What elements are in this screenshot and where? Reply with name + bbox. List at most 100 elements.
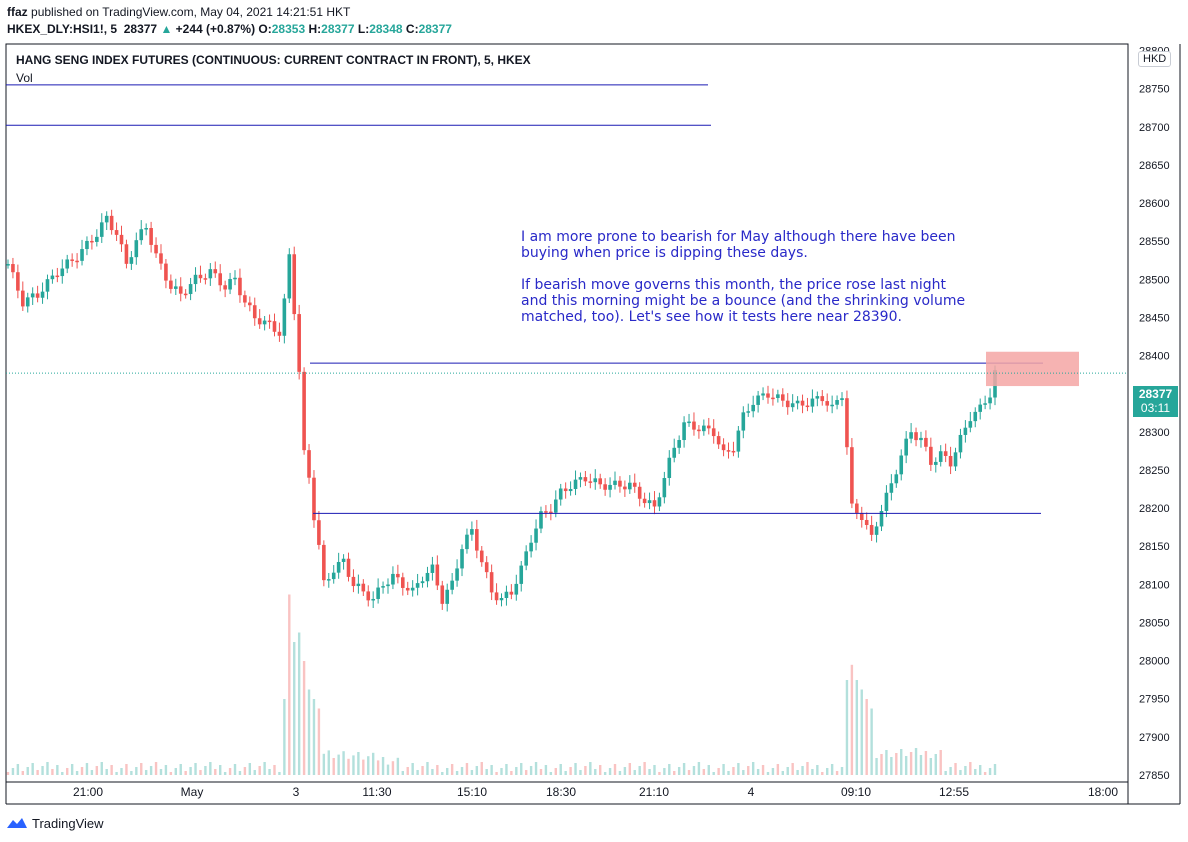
candle-body — [450, 580, 454, 590]
volume-bar — [964, 766, 967, 775]
volume-bar — [144, 770, 148, 775]
volume-bar — [756, 769, 760, 775]
y-tick-label: 28250 — [1139, 465, 1170, 477]
volume-bar — [796, 770, 799, 775]
volume-bar — [140, 763, 143, 775]
candle-body — [929, 446, 933, 465]
candle-body — [50, 275, 55, 280]
candle-body — [173, 286, 178, 289]
y-tick-label: 28150 — [1139, 541, 1170, 553]
volume-bar — [687, 770, 691, 775]
volume-bar — [273, 765, 276, 775]
volume-bar — [707, 765, 710, 775]
volume-bar — [653, 765, 656, 775]
volume-bar — [21, 771, 25, 775]
candle-body — [396, 573, 400, 578]
footer-brand[interactable]: TradingView — [6, 815, 104, 831]
volume-bar — [465, 763, 469, 775]
volume-bar — [751, 762, 755, 775]
candle-body — [721, 444, 726, 451]
volume-bar — [919, 755, 923, 775]
candle-body — [297, 314, 301, 372]
volume-bar — [248, 763, 252, 775]
volume-bar — [643, 762, 646, 775]
candle-body — [178, 286, 183, 294]
volume-bar — [332, 758, 335, 775]
candle-body — [835, 400, 839, 405]
candle-body — [25, 297, 30, 307]
candle-body — [558, 488, 563, 500]
candle-body — [248, 302, 252, 306]
volume-bar — [357, 752, 360, 775]
volume-bar — [214, 769, 217, 775]
volume-bar — [855, 680, 859, 775]
volume-bar — [46, 762, 49, 775]
candle-body — [662, 478, 667, 498]
candle-body — [336, 561, 341, 573]
open-value: 28353 — [271, 22, 306, 36]
volume-bar — [524, 770, 528, 775]
volume-bar — [268, 769, 271, 775]
candle-body — [85, 240, 89, 250]
volume-bar — [594, 769, 597, 775]
candle-body — [65, 259, 70, 269]
candle-body — [706, 425, 711, 429]
candle-body — [238, 277, 242, 296]
candle-body — [667, 457, 672, 479]
candle-body — [563, 488, 568, 492]
candle-body — [933, 461, 938, 465]
volume-bar — [978, 765, 982, 775]
volume-bar — [31, 763, 34, 775]
candle-body — [578, 477, 583, 480]
volume-bar — [26, 767, 29, 775]
high-label: H: — [308, 22, 322, 36]
candle-body — [963, 427, 968, 435]
x-tick-label: 4 — [748, 785, 755, 799]
candle-body — [252, 305, 257, 319]
candle-body — [884, 492, 889, 512]
candle-body — [978, 404, 982, 412]
candle-body — [924, 437, 928, 447]
candle-body — [460, 549, 464, 569]
volume-bar — [865, 699, 868, 775]
candle-body — [499, 598, 504, 601]
annotation-paragraph-2: If bearish move governs this month, the … — [521, 277, 966, 325]
candle-body — [800, 400, 805, 406]
candle-body — [425, 572, 430, 582]
candle-body — [356, 583, 361, 587]
volume-bar — [278, 772, 281, 775]
volume-bar — [771, 768, 775, 775]
volume-bar — [717, 768, 720, 775]
volume-bar — [204, 766, 207, 775]
volume-bar — [747, 766, 750, 775]
candle-body — [307, 450, 311, 478]
volume-bar — [974, 769, 977, 775]
volume-bar — [396, 757, 400, 775]
volume-bar — [460, 767, 464, 775]
candle-body — [568, 488, 573, 492]
currency-button[interactable]: HKD — [1138, 51, 1172, 67]
candle-body — [549, 511, 553, 514]
volume-bar — [900, 749, 903, 775]
candle-body — [859, 512, 864, 520]
volume-bar — [426, 762, 429, 775]
candle-body — [484, 562, 489, 573]
candle-body — [440, 585, 445, 604]
candle-body — [312, 477, 316, 521]
volume-bar — [105, 769, 108, 775]
volume-label: Vol — [16, 71, 33, 85]
candle-body — [958, 434, 963, 453]
candle-body — [524, 551, 528, 566]
volume-bar — [189, 767, 192, 775]
candle-body — [766, 393, 770, 398]
candle-body — [879, 511, 884, 527]
candle-body — [391, 573, 395, 585]
candle-body — [16, 272, 20, 291]
volume-bar — [761, 765, 765, 775]
volume-bar — [569, 767, 572, 775]
close-label: C: — [405, 22, 419, 36]
volume-bar — [115, 772, 118, 775]
candle-body — [943, 451, 948, 456]
volume-bar — [505, 764, 508, 775]
